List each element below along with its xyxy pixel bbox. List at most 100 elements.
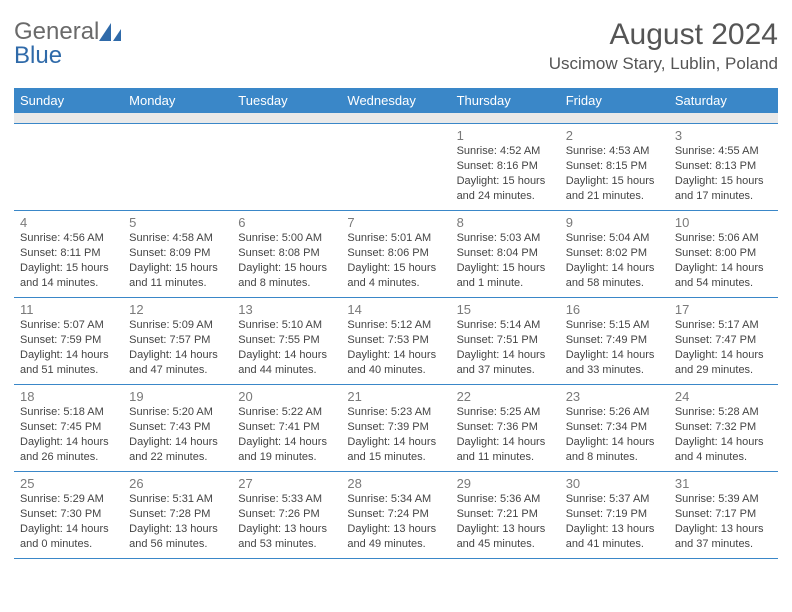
- day-cell-29: 29Sunrise: 5:36 AMSunset: 7:21 PMDayligh…: [451, 472, 560, 558]
- day-cell-9: 9Sunrise: 5:04 AMSunset: 8:02 PMDaylight…: [560, 211, 669, 297]
- day-info: Sunrise: 5:37 AMSunset: 7:19 PMDaylight:…: [566, 492, 663, 551]
- day-cell-10: 10Sunrise: 5:06 AMSunset: 8:00 PMDayligh…: [669, 211, 778, 297]
- day-number: 31: [675, 476, 772, 491]
- day-number: 21: [347, 389, 444, 404]
- day-cell-11: 11Sunrise: 5:07 AMSunset: 7:59 PMDayligh…: [14, 298, 123, 384]
- day-cell-24: 24Sunrise: 5:28 AMSunset: 7:32 PMDayligh…: [669, 385, 778, 471]
- day-number: 12: [129, 302, 226, 317]
- logo-text-blue: Blue: [14, 42, 62, 69]
- weekday-thursday: Thursday: [451, 88, 560, 113]
- day-info: Sunrise: 5:29 AMSunset: 7:30 PMDaylight:…: [20, 492, 117, 551]
- day-number: 22: [457, 389, 554, 404]
- day-info: Sunrise: 5:00 AMSunset: 8:08 PMDaylight:…: [238, 231, 335, 290]
- day-info: Sunrise: 5:10 AMSunset: 7:55 PMDaylight:…: [238, 318, 335, 377]
- day-info: Sunrise: 5:06 AMSunset: 8:00 PMDaylight:…: [675, 231, 772, 290]
- weekday-monday: Monday: [123, 88, 232, 113]
- day-info: Sunrise: 5:07 AMSunset: 7:59 PMDaylight:…: [20, 318, 117, 377]
- header: General August 2024 Uscimow Stary, Lubli…: [14, 18, 778, 74]
- week-row: 11Sunrise: 5:07 AMSunset: 7:59 PMDayligh…: [14, 297, 778, 384]
- day-number: 11: [20, 302, 117, 317]
- day-number: 6: [238, 215, 335, 230]
- day-number: 18: [20, 389, 117, 404]
- day-info: Sunrise: 5:04 AMSunset: 8:02 PMDaylight:…: [566, 231, 663, 290]
- day-number: 15: [457, 302, 554, 317]
- day-number: 9: [566, 215, 663, 230]
- day-cell-4: 4Sunrise: 4:56 AMSunset: 8:11 PMDaylight…: [14, 211, 123, 297]
- day-cell-22: 22Sunrise: 5:25 AMSunset: 7:36 PMDayligh…: [451, 385, 560, 471]
- day-number: 19: [129, 389, 226, 404]
- logo-sail-icon: [97, 21, 125, 48]
- calendar-footer-line: [14, 558, 778, 559]
- day-cell-19: 19Sunrise: 5:20 AMSunset: 7:43 PMDayligh…: [123, 385, 232, 471]
- day-cell-8: 8Sunrise: 5:03 AMSunset: 8:04 PMDaylight…: [451, 211, 560, 297]
- day-info: Sunrise: 5:36 AMSunset: 7:21 PMDaylight:…: [457, 492, 554, 551]
- day-info: Sunrise: 4:56 AMSunset: 8:11 PMDaylight:…: [20, 231, 117, 290]
- subheader-row: [14, 113, 778, 123]
- day-info: Sunrise: 4:55 AMSunset: 8:13 PMDaylight:…: [675, 144, 772, 203]
- weekday-sunday: Sunday: [14, 88, 123, 113]
- week-row: 1Sunrise: 4:52 AMSunset: 8:16 PMDaylight…: [14, 123, 778, 210]
- day-info: Sunrise: 5:03 AMSunset: 8:04 PMDaylight:…: [457, 231, 554, 290]
- day-cell-1: 1Sunrise: 4:52 AMSunset: 8:16 PMDaylight…: [451, 124, 560, 210]
- day-cell-empty: [123, 124, 232, 210]
- day-info: Sunrise: 5:28 AMSunset: 7:32 PMDaylight:…: [675, 405, 772, 464]
- day-number: 2: [566, 128, 663, 143]
- day-info: Sunrise: 4:52 AMSunset: 8:16 PMDaylight:…: [457, 144, 554, 203]
- day-cell-7: 7Sunrise: 5:01 AMSunset: 8:06 PMDaylight…: [341, 211, 450, 297]
- day-info: Sunrise: 5:26 AMSunset: 7:34 PMDaylight:…: [566, 405, 663, 464]
- week-row: 4Sunrise: 4:56 AMSunset: 8:11 PMDaylight…: [14, 210, 778, 297]
- day-number: 30: [566, 476, 663, 491]
- day-info: Sunrise: 5:39 AMSunset: 7:17 PMDaylight:…: [675, 492, 772, 551]
- weekday-header-row: SundayMondayTuesdayWednesdayThursdayFrid…: [14, 88, 778, 113]
- day-info: Sunrise: 5:31 AMSunset: 7:28 PMDaylight:…: [129, 492, 226, 551]
- day-info: Sunrise: 5:09 AMSunset: 7:57 PMDaylight:…: [129, 318, 226, 377]
- day-cell-2: 2Sunrise: 4:53 AMSunset: 8:15 PMDaylight…: [560, 124, 669, 210]
- day-number: 24: [675, 389, 772, 404]
- day-number: 10: [675, 215, 772, 230]
- day-number: 3: [675, 128, 772, 143]
- day-cell-30: 30Sunrise: 5:37 AMSunset: 7:19 PMDayligh…: [560, 472, 669, 558]
- day-number: 26: [129, 476, 226, 491]
- day-info: Sunrise: 5:01 AMSunset: 8:06 PMDaylight:…: [347, 231, 444, 290]
- day-info: Sunrise: 5:12 AMSunset: 7:53 PMDaylight:…: [347, 318, 444, 377]
- day-number: 13: [238, 302, 335, 317]
- day-number: 23: [566, 389, 663, 404]
- day-cell-27: 27Sunrise: 5:33 AMSunset: 7:26 PMDayligh…: [232, 472, 341, 558]
- day-number: 28: [347, 476, 444, 491]
- day-cell-empty: [14, 124, 123, 210]
- day-cell-14: 14Sunrise: 5:12 AMSunset: 7:53 PMDayligh…: [341, 298, 450, 384]
- week-row: 25Sunrise: 5:29 AMSunset: 7:30 PMDayligh…: [14, 471, 778, 558]
- day-cell-21: 21Sunrise: 5:23 AMSunset: 7:39 PMDayligh…: [341, 385, 450, 471]
- day-cell-empty: [341, 124, 450, 210]
- day-info: Sunrise: 5:33 AMSunset: 7:26 PMDaylight:…: [238, 492, 335, 551]
- day-info: Sunrise: 5:14 AMSunset: 7:51 PMDaylight:…: [457, 318, 554, 377]
- day-info: Sunrise: 5:17 AMSunset: 7:47 PMDaylight:…: [675, 318, 772, 377]
- day-cell-31: 31Sunrise: 5:39 AMSunset: 7:17 PMDayligh…: [669, 472, 778, 558]
- day-cell-26: 26Sunrise: 5:31 AMSunset: 7:28 PMDayligh…: [123, 472, 232, 558]
- day-number: 20: [238, 389, 335, 404]
- weekday-saturday: Saturday: [669, 88, 778, 113]
- day-cell-25: 25Sunrise: 5:29 AMSunset: 7:30 PMDayligh…: [14, 472, 123, 558]
- day-number: 27: [238, 476, 335, 491]
- day-number: 5: [129, 215, 226, 230]
- title-block: August 2024 Uscimow Stary, Lublin, Polan…: [549, 18, 778, 74]
- day-number: 1: [457, 128, 554, 143]
- day-cell-3: 3Sunrise: 4:55 AMSunset: 8:13 PMDaylight…: [669, 124, 778, 210]
- day-info: Sunrise: 5:20 AMSunset: 7:43 PMDaylight:…: [129, 405, 226, 464]
- day-cell-15: 15Sunrise: 5:14 AMSunset: 7:51 PMDayligh…: [451, 298, 560, 384]
- day-number: 7: [347, 215, 444, 230]
- day-cell-6: 6Sunrise: 5:00 AMSunset: 8:08 PMDaylight…: [232, 211, 341, 297]
- weekday-tuesday: Tuesday: [232, 88, 341, 113]
- day-cell-5: 5Sunrise: 4:58 AMSunset: 8:09 PMDaylight…: [123, 211, 232, 297]
- day-cell-13: 13Sunrise: 5:10 AMSunset: 7:55 PMDayligh…: [232, 298, 341, 384]
- month-title: August 2024: [549, 18, 778, 52]
- day-info: Sunrise: 5:15 AMSunset: 7:49 PMDaylight:…: [566, 318, 663, 377]
- day-info: Sunrise: 4:53 AMSunset: 8:15 PMDaylight:…: [566, 144, 663, 203]
- day-number: 29: [457, 476, 554, 491]
- day-info: Sunrise: 5:25 AMSunset: 7:36 PMDaylight:…: [457, 405, 554, 464]
- day-number: 25: [20, 476, 117, 491]
- day-info: Sunrise: 5:18 AMSunset: 7:45 PMDaylight:…: [20, 405, 117, 464]
- weekday-wednesday: Wednesday: [341, 88, 450, 113]
- day-info: Sunrise: 5:23 AMSunset: 7:39 PMDaylight:…: [347, 405, 444, 464]
- day-number: 17: [675, 302, 772, 317]
